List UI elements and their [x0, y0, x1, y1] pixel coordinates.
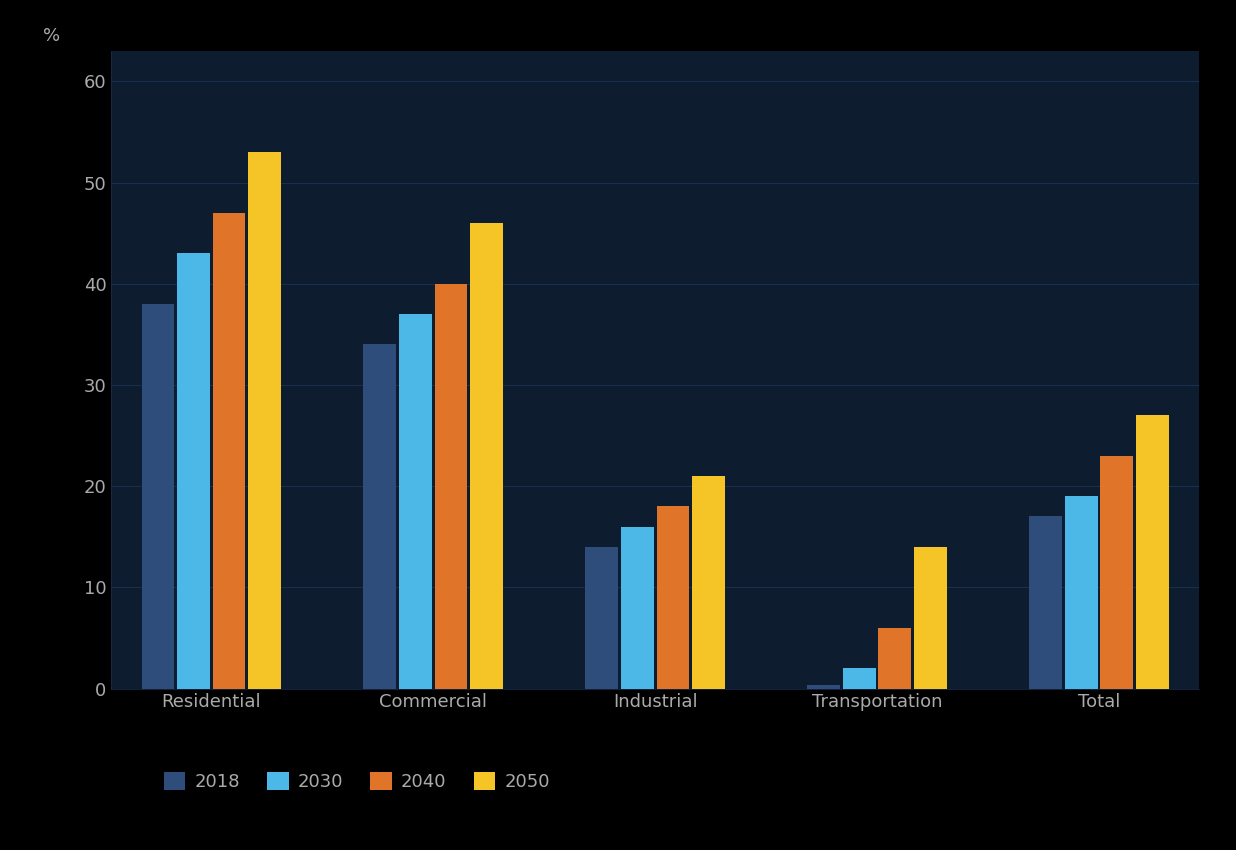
Bar	[807, 685, 840, 688]
Bar	[177, 253, 210, 688]
Y-axis label: %: %	[43, 26, 61, 45]
Bar	[843, 668, 875, 688]
Bar	[213, 212, 245, 688]
Legend: 2018, 2030, 2040, 2050: 2018, 2030, 2040, 2050	[164, 772, 550, 791]
Bar	[1030, 517, 1062, 688]
Bar	[435, 284, 467, 688]
Bar	[1100, 456, 1133, 688]
Bar	[363, 344, 397, 688]
Bar	[1136, 416, 1169, 688]
Bar	[656, 507, 690, 688]
Bar	[141, 304, 174, 688]
Bar	[879, 628, 911, 688]
Bar	[470, 223, 503, 688]
Bar	[248, 152, 281, 688]
Bar	[1065, 496, 1098, 688]
Bar	[692, 476, 724, 688]
Bar	[586, 547, 618, 689]
Bar	[620, 527, 654, 688]
Bar	[913, 547, 947, 689]
Bar	[399, 314, 431, 688]
